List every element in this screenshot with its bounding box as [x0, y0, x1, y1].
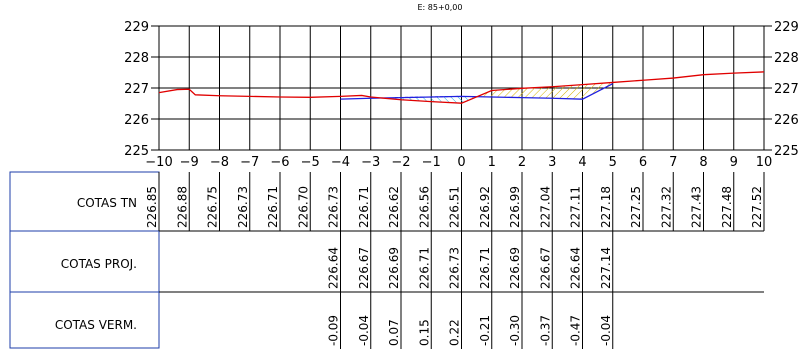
x-tick-label: −3: [361, 155, 380, 170]
cell-cotas-verm: -0.04: [599, 315, 613, 346]
cell-cotas-tn: 226.71: [266, 186, 280, 228]
cell-cotas-tn: 227.48: [720, 186, 734, 228]
x-tick-label: 3: [548, 155, 556, 170]
cell-cotas-proj: 226.64: [569, 247, 583, 289]
x-tick-label: 8: [699, 155, 707, 170]
cell-cotas-tn: 227.04: [538, 186, 552, 228]
cell-cotas-tn: 226.73: [236, 186, 250, 228]
x-tick-label: −1: [422, 155, 441, 170]
x-tick-label: 10: [756, 155, 773, 170]
cell-cotas-proj: 226.67: [538, 247, 552, 289]
cell-cotas-verm: 0.22: [448, 319, 462, 346]
cell-cotas-tn: 226.71: [357, 186, 371, 228]
cell-cotas-tn: 227.43: [690, 186, 704, 228]
x-tick-label: 2: [518, 155, 526, 170]
cell-cotas-tn: 227.32: [659, 186, 673, 228]
cell-cotas-proj: 226.67: [357, 247, 371, 289]
elevation-table: COTAS TN COTAS PROJ. COTAS VERM. 226.85 2…: [9, 171, 765, 349]
y-tick-label-left: 226: [124, 113, 149, 128]
x-tick-label: −8: [210, 155, 229, 170]
cell-cotas-verm: -0.21: [478, 315, 492, 346]
cell-cotas-tn: 226.70: [296, 186, 310, 228]
x-tick-label: 9: [730, 155, 738, 170]
cell-cotas-tn: 226.56: [417, 186, 431, 228]
cell-cotas-tn: 226.51: [448, 186, 462, 228]
cell-cotas-tn: 226.92: [478, 186, 492, 228]
cell-cotas-tn: 227.11: [569, 186, 583, 228]
cell-cotas-tn: 226.85: [145, 186, 159, 228]
y-tick-label-left: 225: [124, 144, 149, 159]
project-dashed-edge: [394, 95, 462, 99]
cell-cotas-tn: 226.73: [327, 186, 341, 228]
x-tick-label: −9: [180, 155, 199, 170]
x-tick-label: −6: [270, 155, 289, 170]
fill-area: [478, 82, 613, 100]
x-tick-label: 1: [488, 155, 496, 170]
cell-cotas-proj: 226.71: [417, 247, 431, 289]
cell-cotas-tn: 227.52: [750, 186, 764, 228]
y-tick-label-right: 228: [774, 51, 799, 66]
cell-cotas-proj: 226.73: [448, 247, 462, 289]
y-tick-label-right: 229: [774, 20, 799, 35]
cell-cotas-proj: 226.64: [327, 247, 341, 289]
x-tick-label: −5: [301, 155, 320, 170]
cell-cotas-verm: -0.47: [569, 315, 583, 346]
earthwork-areas: [394, 82, 613, 104]
label-box: [9, 171, 160, 349]
x-tick-label: −2: [391, 155, 410, 170]
y-tick-label-right: 225: [774, 144, 799, 159]
x-tick-label: 6: [639, 155, 647, 170]
section-title: E: 85+0,00: [417, 3, 463, 12]
cell-cotas-verm: -0.30: [508, 315, 522, 346]
row-label-cotas-tn: COTAS TN: [77, 196, 137, 210]
profile-lines: [158, 71, 765, 104]
cell-cotas-verm: -0.09: [327, 315, 341, 346]
cell-cotas-proj: 226.69: [508, 247, 522, 289]
y-tick-label-right: 226: [774, 113, 799, 128]
row-label-cotas-proj: COTAS PROJ.: [61, 257, 137, 271]
cell-cotas-tn: 226.62: [387, 186, 401, 228]
elevation-axis: 225 225 226 226 227 227 228 228 229 229: [124, 20, 799, 159]
offset-axis: −10 −9 −8 −7 −6 −5 −4 −3 −2 −1 0 1 2 3 4 5 6 7 8 9 10: [145, 155, 772, 170]
y-tick-label-left: 228: [124, 51, 149, 66]
y-tick-label-left: 229: [124, 20, 149, 35]
x-tick-label: −10: [145, 155, 172, 170]
cell-cotas-proj: 227.14: [599, 247, 613, 289]
x-tick-label: −4: [331, 155, 350, 170]
x-tick-label: −7: [240, 155, 259, 170]
x-tick-label: 5: [609, 155, 617, 170]
y-tick-label-left: 227: [124, 82, 149, 97]
cell-cotas-verm: -0.37: [538, 315, 552, 346]
x-tick-label: 4: [578, 155, 586, 170]
cell-cotas-tn: 226.88: [175, 186, 189, 228]
cell-cotas-tn: 227.18: [599, 186, 613, 228]
plot-grid: [158, 25, 765, 151]
cell-cotas-verm: 0.07: [387, 319, 401, 346]
y-tick-label-right: 227: [774, 82, 799, 97]
cell-cotas-proj: 226.69: [387, 247, 401, 289]
x-tick-label: 7: [669, 155, 677, 170]
cell-cotas-tn: 226.75: [206, 186, 220, 228]
cell-cotas-tn: 226.99: [508, 186, 522, 228]
cell-cotas-verm: 0.15: [417, 319, 431, 346]
cell-cotas-verm: -0.04: [357, 315, 371, 346]
x-tick-label: 0: [457, 155, 465, 170]
cell-cotas-tn: 227.25: [629, 186, 643, 228]
terrain-profile-line: [158, 71, 765, 104]
cell-cotas-proj: 226.71: [478, 247, 492, 289]
row-label-cotas-verm: COTAS VERM.: [55, 318, 137, 332]
